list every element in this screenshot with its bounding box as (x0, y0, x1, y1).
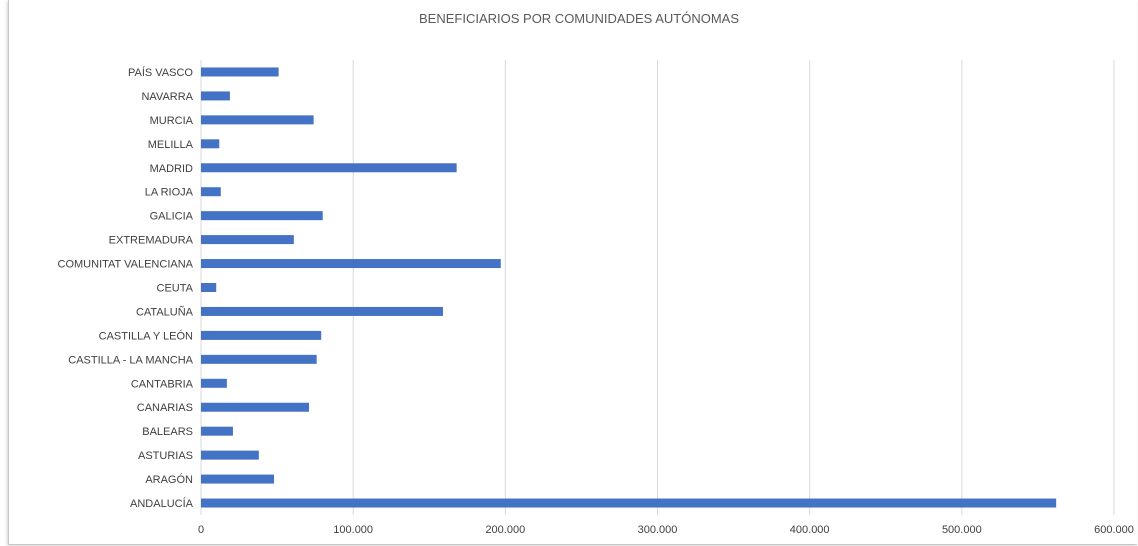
category-label: LA RIOJA (145, 187, 194, 199)
category-label: CASTILLA Y LEÓN (99, 329, 193, 342)
bar (201, 378, 227, 388)
category-label: CASTILLA - LA MANCHA (68, 354, 193, 366)
bar (201, 354, 317, 364)
bars (201, 67, 1057, 508)
bar (201, 306, 443, 316)
x-tick-label: 0 (198, 524, 204, 536)
x-tick-label: 400.000 (790, 524, 830, 536)
bar (201, 67, 279, 77)
bar (201, 283, 217, 292)
category-label: BALEARS (142, 426, 193, 438)
bar (201, 474, 275, 484)
bar (201, 259, 501, 269)
bar-chart: BENEFICIARIOS POR COMUNIDADES AUTÓNOMAS … (58, 11, 1134, 536)
bar (201, 115, 314, 125)
category-label: ARAGÓN (145, 473, 193, 486)
bar (201, 91, 230, 101)
bar (201, 426, 233, 436)
bar (201, 498, 1057, 508)
bar (201, 139, 220, 149)
category-labels: ANDALUCÍA ARAGÓN ASTURIAS BALEARS CANARIAS CA… (58, 66, 194, 510)
category-label: ANDALUCÍA (130, 497, 194, 510)
category-label: ASTURIAS (138, 450, 193, 462)
gridlines (200, 60, 1115, 515)
bar (201, 187, 221, 197)
bar (201, 163, 457, 173)
category-label: MADRID (150, 163, 193, 175)
category-label: CEUTA (157, 283, 194, 295)
x-tick-labels: 0 100.000 200.000 300.000 400.000 500.000 600.… (198, 524, 1134, 536)
category-label: COMUNITAT VALENCIANA (58, 259, 194, 271)
category-label: NAVARRA (141, 91, 193, 103)
category-label: CATALUÑA (136, 305, 194, 318)
chart-frame: BENEFICIARIOS POR COMUNIDADES AUTÓNOMAS … (8, 0, 1137, 545)
x-tick-label: 100.000 (333, 524, 373, 536)
category-label: MURCIA (150, 115, 194, 127)
bar (201, 330, 322, 340)
x-tick-label: 500.000 (942, 524, 982, 536)
category-label: CANTABRIA (131, 378, 194, 390)
category-label: EXTREMADURA (109, 235, 194, 247)
x-tick-label: 300.000 (638, 524, 678, 536)
category-label: PAÍS VASCO (128, 66, 193, 79)
x-tick-label: 600.000 (1094, 524, 1134, 536)
bar (201, 450, 259, 460)
category-label: GALICIA (150, 211, 194, 223)
bar (201, 211, 323, 221)
category-label: CANARIAS (137, 402, 193, 414)
x-tick-label: 200.000 (485, 524, 525, 536)
bar (201, 402, 310, 412)
bar (201, 235, 294, 245)
category-label: MELILLA (148, 139, 194, 151)
chart-title: BENEFICIARIOS POR COMUNIDADES AUTÓNOMAS (419, 11, 739, 26)
